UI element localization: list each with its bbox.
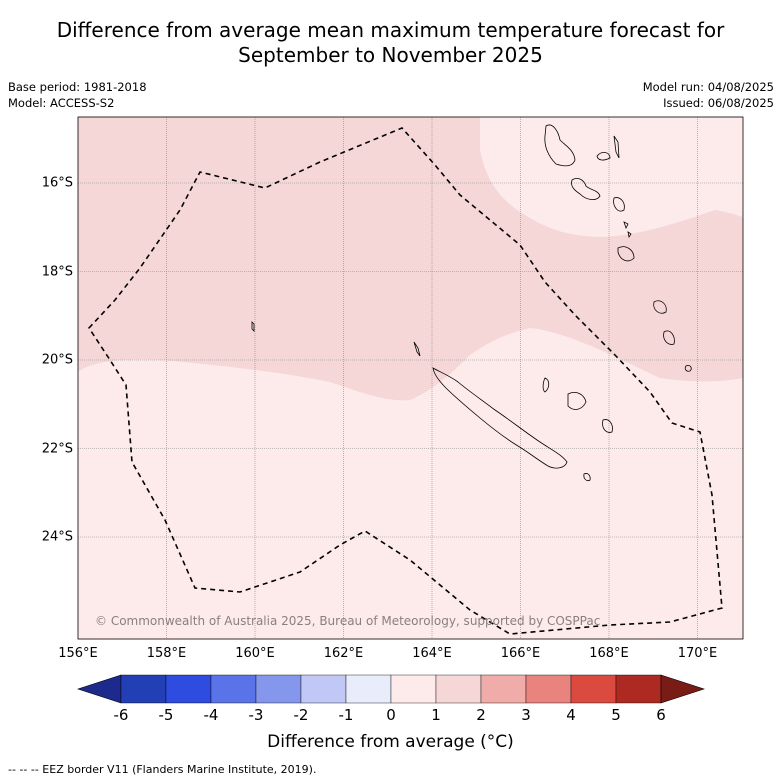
loyalty-small-islets xyxy=(623,221,632,239)
chesterfield-islet xyxy=(251,321,255,332)
map-title: Difference from average mean maximum tem… xyxy=(0,18,781,68)
y-tick-label: 24°S xyxy=(41,529,73,545)
colorbar-bin xyxy=(435,674,482,704)
colorbar xyxy=(77,674,705,704)
colorbar-tick-label: -4 xyxy=(203,706,219,724)
colorbar-tick-label: -5 xyxy=(158,706,174,724)
x-tick-label: 162°E xyxy=(323,646,364,661)
copyright-notice: © Commonwealth of Australia 2025, Bureau… xyxy=(95,614,601,628)
coastlines xyxy=(251,124,692,482)
eez-footnote: -- -- -- EEZ border V11 (Flanders Marine… xyxy=(8,763,317,776)
colorbar-tick-label: -3 xyxy=(248,706,264,724)
ouvea-island xyxy=(542,377,550,393)
colorbar-bin xyxy=(615,674,662,704)
colorbar-tick-label: 4 xyxy=(566,706,576,724)
matthew-island-area xyxy=(663,330,675,345)
eez-border xyxy=(87,127,723,635)
colorbar-tick-label: 0 xyxy=(386,706,396,724)
colorbar-bin xyxy=(300,674,347,704)
map-frame xyxy=(77,116,744,640)
colorbar-tick-label: 2 xyxy=(476,706,486,724)
gridlines xyxy=(78,117,743,639)
ambae-island xyxy=(596,152,611,161)
colorbar-bin xyxy=(165,674,212,704)
belep-islands xyxy=(413,341,421,357)
colorbar-extend-low xyxy=(77,674,122,704)
hunter-island-area xyxy=(653,300,667,314)
mare-island xyxy=(602,419,613,433)
colorbar-tick-label: -1 xyxy=(338,706,354,724)
x-tick-label: 160°E xyxy=(235,646,275,661)
colorbar-bin xyxy=(480,674,527,704)
efate-island xyxy=(613,197,625,212)
isle-of-pines xyxy=(583,473,591,482)
colorbar-bin xyxy=(525,674,572,704)
malekula-island xyxy=(571,178,601,200)
colorbar-bin xyxy=(390,674,437,704)
colorbar-tick-label: -6 xyxy=(113,706,129,724)
y-tick-label: 16°S xyxy=(41,175,73,191)
map-plot-area xyxy=(78,117,743,639)
lifou-island xyxy=(567,392,587,410)
colorbar-bin xyxy=(345,674,392,704)
base-period: Base period: 1981-2018 xyxy=(8,80,147,94)
meta-left: Base period: 1981-2018 Model: ACCESS-S2 xyxy=(8,79,147,111)
colorbar-bin xyxy=(255,674,302,704)
grande-terre-island xyxy=(432,367,568,469)
meta-right: Model run: 04/08/2025 Issued: 06/08/2025 xyxy=(643,79,774,111)
colorbar-tick-label: 5 xyxy=(611,706,621,724)
small-islet-east xyxy=(684,365,692,372)
y-tick-label: 18°S xyxy=(41,264,73,279)
colorbar-tick-label: -2 xyxy=(293,706,309,724)
colorbar-title: Difference from average (°C) xyxy=(267,732,514,752)
x-tick-label: 164°E xyxy=(412,646,452,661)
x-tick-label: 158°E xyxy=(146,646,187,661)
y-tick-label: 22°S xyxy=(41,441,73,456)
colorbar-bin xyxy=(570,674,617,704)
x-tick-label: 156°E xyxy=(58,646,98,661)
erromango-island xyxy=(617,246,635,262)
maewo-island xyxy=(613,135,620,159)
colorbar-tick-label: 1 xyxy=(431,706,441,724)
x-tick-label: 168°E xyxy=(589,646,629,661)
colorbar-extend-high xyxy=(660,674,705,704)
title-line-2: September to November 2025 xyxy=(238,43,543,67)
issued-date: Issued: 06/08/2025 xyxy=(663,96,774,110)
x-tick-label: 170°E xyxy=(677,646,718,661)
y-tick-label: 20°S xyxy=(41,352,73,368)
model-run: Model run: 04/08/2025 xyxy=(642,80,774,94)
anomaly-zone-0-1-south xyxy=(78,328,743,639)
espiritu-santo-island xyxy=(544,124,576,167)
title-line-1: Difference from average mean maximum tem… xyxy=(56,18,725,42)
colorbar-tick-label: 6 xyxy=(656,706,666,724)
colorbar-tick-label: 3 xyxy=(521,706,531,724)
x-tick-label: 166°E xyxy=(500,646,541,661)
colorbar-bin xyxy=(120,674,167,704)
colorbar-bin xyxy=(210,674,257,704)
model-name: Model: ACCESS-S2 xyxy=(8,96,115,110)
